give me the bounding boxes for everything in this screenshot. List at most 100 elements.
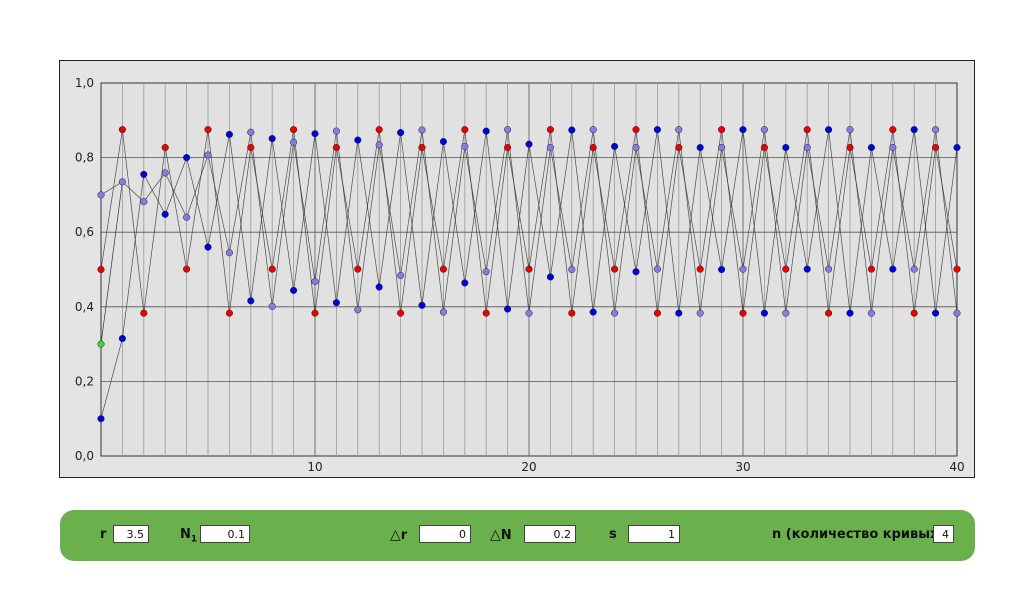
data-point: [504, 305, 512, 313]
data-point: [204, 243, 212, 251]
data-point: [760, 143, 768, 152]
data-point: [118, 126, 126, 134]
data-point: [611, 265, 619, 273]
data-point: [589, 143, 597, 152]
data-point: [290, 126, 298, 134]
data-point: [739, 309, 747, 317]
data-point: [696, 265, 704, 273]
data-point: [461, 126, 469, 134]
data-point: [953, 265, 961, 273]
data-point: [332, 299, 340, 307]
delta-n-input[interactable]: [524, 525, 576, 543]
data-point: [846, 309, 854, 317]
data-point: [696, 143, 704, 152]
data-point: [354, 265, 362, 273]
data-point: [225, 309, 233, 317]
data-point: [140, 309, 148, 317]
data-point: [397, 129, 405, 137]
data-point: [568, 265, 576, 274]
data-point: [161, 210, 169, 218]
data-point: [760, 309, 768, 317]
data-point: [97, 191, 105, 199]
data-point: [332, 143, 340, 152]
series-line: [100, 181, 123, 345]
r-input[interactable]: [113, 525, 149, 543]
data-point: [611, 142, 619, 150]
data-point: [889, 143, 897, 152]
y-tick-label: 0,4: [75, 300, 94, 314]
data-point: [418, 126, 426, 134]
data-point: [525, 140, 533, 148]
data-point: [482, 268, 490, 276]
data-point: [867, 143, 875, 152]
data-point: [204, 151, 212, 159]
data-point: [932, 309, 940, 317]
data-point: [225, 130, 233, 139]
data-point: [932, 143, 940, 152]
data-point: [332, 127, 340, 135]
data-point: [504, 143, 512, 152]
data-point: [504, 126, 512, 134]
s-input[interactable]: [628, 525, 680, 543]
data-point: [375, 141, 383, 149]
data-point: [675, 309, 683, 317]
data-point: [632, 143, 640, 152]
data-point: [889, 265, 897, 273]
data-point: [525, 309, 533, 317]
data-point: [632, 268, 640, 276]
data-point: [482, 127, 490, 135]
data-point: [204, 126, 212, 134]
data-point: [653, 309, 661, 317]
data-point: [589, 308, 597, 316]
data-point: [653, 265, 661, 273]
data-point: [247, 297, 255, 305]
data-point: [696, 309, 704, 317]
x-tick-label: 10: [307, 460, 322, 474]
data-point: [439, 138, 447, 146]
data-point: [803, 265, 811, 273]
data-point: [782, 265, 790, 273]
data-point: [439, 265, 447, 273]
data-point: [675, 143, 683, 152]
data-point: [118, 334, 126, 343]
data-point: [910, 126, 918, 134]
data-point: [953, 309, 961, 317]
delta-r-input[interactable]: [419, 525, 471, 543]
data-point: [268, 302, 276, 310]
data-point: [311, 130, 319, 138]
data-point: [653, 126, 661, 134]
curve-count-input[interactable]: [933, 525, 954, 543]
data-point: [611, 309, 619, 317]
data-point: [867, 265, 875, 273]
y-tick-label: 1,0: [75, 76, 94, 90]
data-point: [97, 265, 105, 274]
x-tick-label: 30: [735, 460, 750, 474]
data-point: [97, 415, 105, 423]
delta-icon: △: [490, 527, 501, 543]
data-point: [803, 143, 811, 152]
data-point: [782, 143, 790, 152]
data-point: [375, 126, 383, 134]
data-point: [183, 265, 191, 273]
chart-frame: 0,0 0,2 0,4 0,6 0,8 1,0 10 20 30 40: [59, 60, 975, 478]
chart: 0,0 0,2 0,4 0,6 0,8 1,0 10 20 30 40: [75, 76, 965, 474]
data-point: [439, 308, 447, 316]
n1-input[interactable]: [200, 525, 250, 543]
data-point: [546, 273, 554, 281]
y-tick-label: 0,8: [75, 151, 94, 165]
data-point: [461, 142, 469, 150]
data-point: [397, 309, 405, 317]
n1-label: N1: [180, 527, 198, 545]
data-point: [889, 126, 897, 134]
data-point: [482, 309, 490, 317]
data-point: [546, 143, 554, 152]
data-point: [397, 271, 405, 280]
data-point: [354, 306, 362, 314]
data-point: [247, 143, 255, 152]
data-point: [247, 128, 255, 136]
parameters-panel: r N1 △r △N s n (количество кривых):: [60, 510, 975, 561]
data-point: [782, 309, 790, 317]
delta-n-label: △N: [490, 527, 512, 543]
data-point: [675, 126, 683, 134]
data-point: [418, 143, 426, 152]
